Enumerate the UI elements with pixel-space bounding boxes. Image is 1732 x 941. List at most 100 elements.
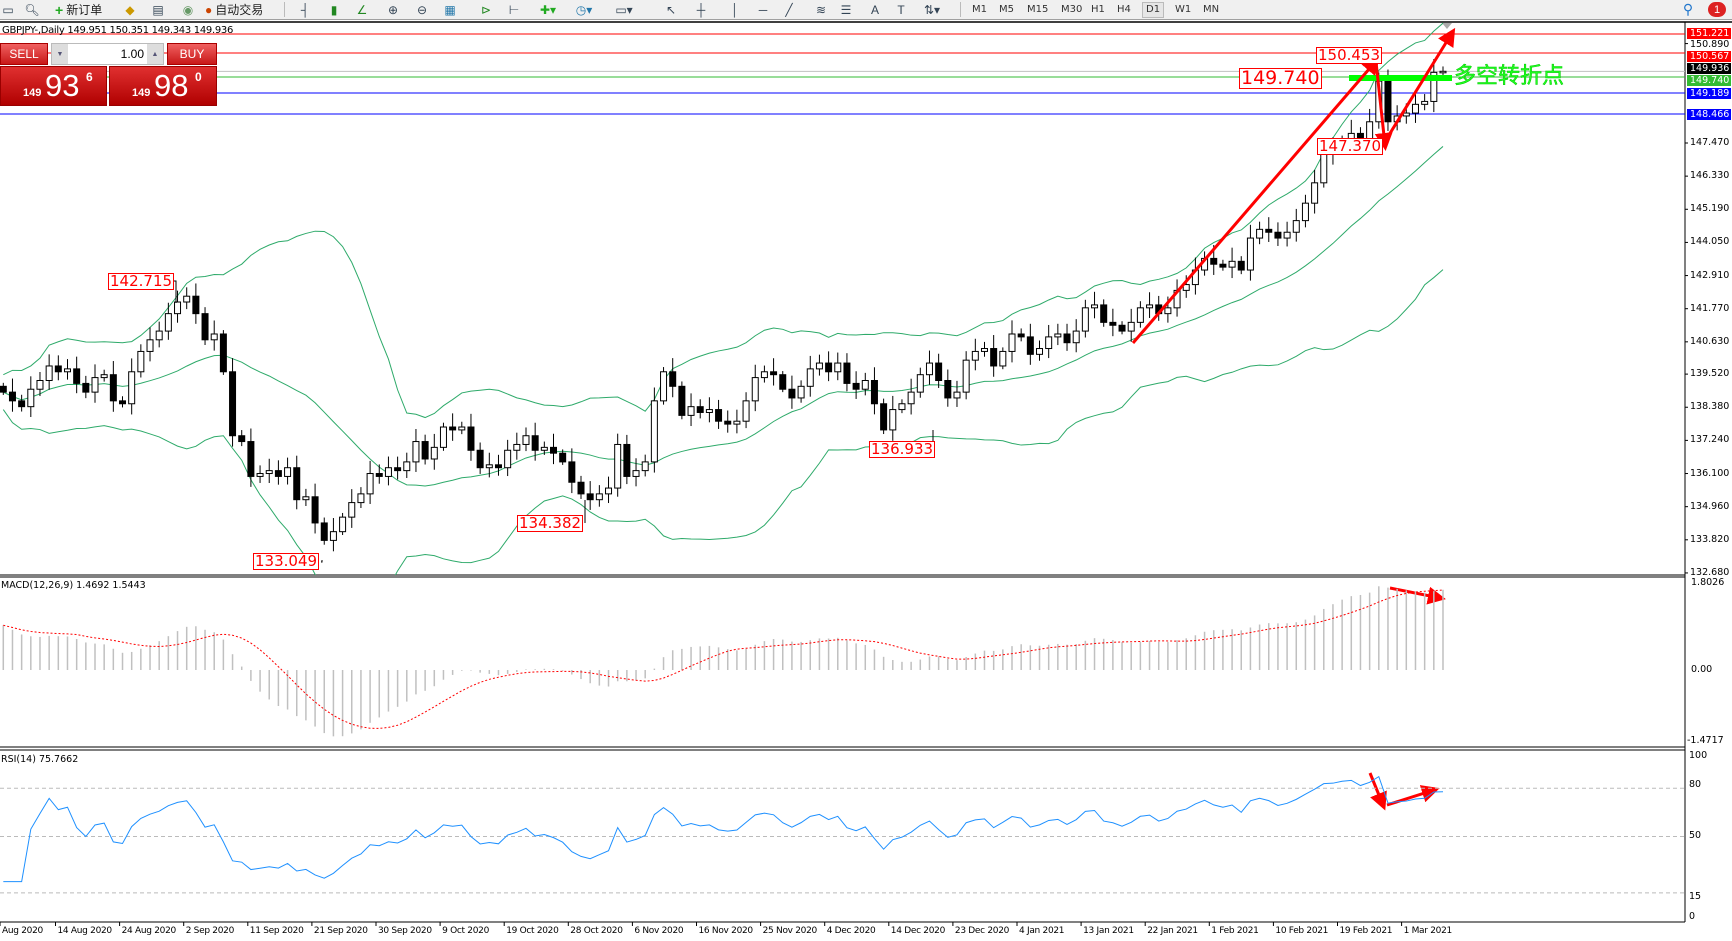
separator	[960, 2, 961, 17]
zoom-out-icon[interactable]: ⊖	[416, 2, 428, 17]
date-label: 6 Nov 2020	[634, 926, 684, 936]
candle-body	[128, 371, 136, 405]
candle-body	[1219, 263, 1227, 268]
timeframe-m5[interactable]: M5	[999, 4, 1014, 15]
trendline-icon[interactable]: ╱	[785, 2, 793, 17]
price-tick-label: 140.630	[1690, 335, 1730, 347]
candle-body	[357, 493, 365, 504]
price-label-high[interactable]: 150.453	[1316, 46, 1383, 64]
candle-body	[1182, 284, 1190, 291]
chart-shift-icon[interactable]: ⊳	[480, 2, 492, 17]
lot-size-input[interactable]: 1.00	[120, 47, 144, 61]
candlestick-icon[interactable]: ▮	[330, 2, 338, 17]
price-tick-label: 141.770	[1690, 302, 1730, 314]
candle-body	[329, 531, 337, 541]
auto-trading-icon: ●	[205, 2, 213, 17]
candle-body	[449, 426, 457, 431]
signal-icon[interactable]: ◉	[182, 2, 194, 17]
candle-body	[45, 365, 53, 382]
candle-body	[476, 449, 484, 469]
candle-body	[229, 371, 237, 437]
price-tick-label: 139.520	[1690, 368, 1730, 380]
candle-body	[962, 359, 970, 393]
indicators-icon[interactable]: ✚▾	[539, 2, 557, 17]
crosshair-icon[interactable]: ┼	[696, 2, 706, 17]
candle-body	[1210, 257, 1218, 265]
gold-icon[interactable]: ◆	[125, 2, 135, 17]
timeframe-h1[interactable]: H1	[1091, 4, 1105, 15]
price-label-low[interactable]: 136.933	[869, 440, 936, 458]
candle-body	[834, 362, 842, 373]
zoom-in-icon[interactable]: ⊕	[387, 2, 399, 17]
candle-body	[1091, 304, 1099, 309]
timeframe-m30[interactable]: M30	[1061, 4, 1083, 15]
buy-price-button[interactable]: 149 98 0	[109, 66, 217, 106]
candle-body	[779, 374, 787, 390]
candle-body	[1081, 307, 1089, 332]
candle-body	[623, 443, 631, 477]
timeframe-w1[interactable]: W1	[1175, 4, 1192, 15]
timeframe-d1[interactable]: D1	[1142, 2, 1165, 18]
sell-button[interactable]: SELL	[0, 43, 48, 65]
bollinger-upper	[3, 22, 1444, 419]
price-label-low[interactable]: 134.382	[517, 514, 584, 532]
timeframe-mn[interactable]: MN	[1203, 4, 1220, 15]
periods-icon[interactable]: ◷▾	[575, 2, 593, 17]
templates-icon[interactable]: ▭▾	[615, 2, 633, 17]
line-chart-icon[interactable]: ∠	[356, 2, 368, 17]
search-icon[interactable]: ⚲	[1682, 1, 1694, 17]
autoscroll-icon[interactable]: ⊢	[508, 2, 520, 17]
notification-badge[interactable]: 1	[1708, 2, 1726, 17]
plus-icon: +	[55, 1, 64, 18]
timeframe-h4[interactable]: H4	[1117, 4, 1131, 15]
text-icon[interactable]: A	[870, 2, 879, 17]
candle-body	[201, 313, 209, 341]
date-label: Aug 2020	[2, 926, 43, 936]
horizontal-line-icon[interactable]: ─	[758, 2, 768, 17]
magnifier-icon[interactable]: 🔍︎	[24, 2, 40, 17]
price-tick-label: 144.050	[1690, 236, 1730, 248]
lot-size-stepper[interactable]: ▼ 1.00 ▲	[51, 43, 164, 65]
fibonacci-icon[interactable]: ≋	[815, 2, 827, 17]
price-label-high[interactable]: 142.715	[108, 272, 175, 290]
candle-body	[293, 467, 301, 501]
candle-body	[1311, 182, 1319, 204]
buy-button[interactable]: BUY	[167, 43, 217, 65]
candle-body	[1146, 304, 1154, 309]
vertical-line-icon[interactable]: │	[731, 2, 739, 17]
new-chart-icon[interactable]: ▭	[2, 2, 14, 17]
candle-body	[100, 374, 108, 379]
data-window-icon[interactable]: ▤	[152, 2, 164, 17]
candle-body	[73, 368, 81, 384]
turning-point-annotation[interactable]: 多空转折点	[1454, 64, 1565, 90]
candle-body	[907, 391, 915, 405]
candle-body	[559, 452, 567, 463]
decrease-lot-icon[interactable]: ▼	[52, 44, 68, 64]
text-label-icon[interactable]: T	[897, 2, 905, 17]
arrows-icon[interactable]: ⇅▾	[923, 2, 941, 17]
candle-body	[715, 409, 723, 422]
candle-body	[265, 470, 273, 475]
macd-label: MACD(12,26,9) 1.4692 1.5443	[1, 580, 146, 591]
date-label: 19 Feb 2021	[1339, 926, 1393, 936]
timeframe-m15[interactable]: M15	[1027, 4, 1049, 15]
new-order-button[interactable]: + 新订单	[55, 1, 103, 18]
macd-tick-label: -1.4717	[1687, 735, 1724, 746]
timeframe-m1[interactable]: M1	[972, 4, 987, 15]
auto-trading-button[interactable]: ● 自动交易	[205, 2, 264, 18]
candle-body	[36, 380, 44, 390]
cursor-icon[interactable]: ↖	[665, 2, 677, 17]
price-label-low[interactable]: 133.049	[253, 552, 320, 570]
candle-body	[27, 388, 35, 408]
increase-lot-icon[interactable]: ▲	[147, 44, 163, 64]
price-label-low[interactable]: 147.370	[1317, 137, 1384, 155]
tile-windows-icon[interactable]: ▦	[444, 2, 456, 17]
bar-chart-icon[interactable]: ┤	[300, 2, 310, 17]
candle-body	[247, 441, 255, 477]
main-plot	[0, 22, 1685, 575]
candle-body	[458, 426, 466, 431]
price-label-pivot[interactable]: 149.740	[1239, 67, 1322, 89]
sell-price-button[interactable]: 149 93 6	[0, 66, 107, 106]
channel-icon[interactable]: ☰	[840, 2, 852, 17]
